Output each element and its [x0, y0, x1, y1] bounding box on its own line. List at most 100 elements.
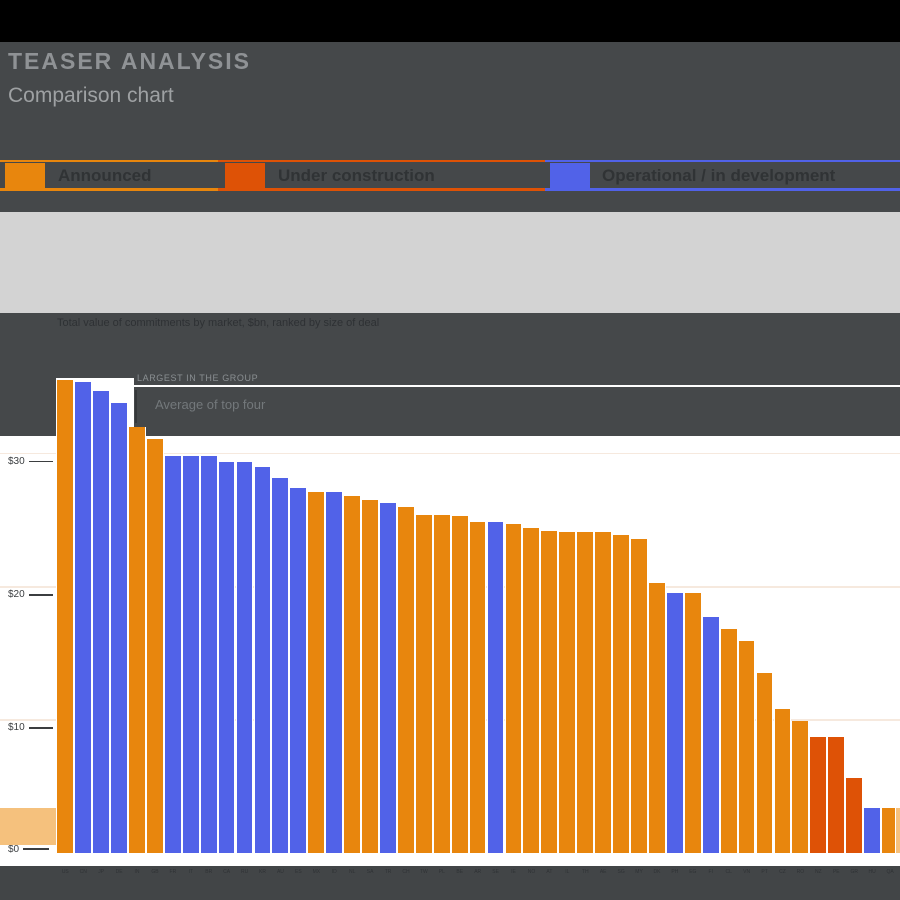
bar[interactable] — [361, 500, 379, 853]
chart-title: Total value of commitments by market, $b… — [57, 317, 380, 329]
bar[interactable] — [895, 807, 900, 853]
bar[interactable] — [217, 461, 236, 853]
bar[interactable] — [594, 532, 612, 853]
bar[interactable] — [809, 737, 828, 853]
x-tick-label: SG — [617, 869, 625, 875]
x-tick-label: JP — [98, 869, 105, 875]
x-tick-label: CZ — [779, 869, 786, 875]
bar[interactable] — [199, 456, 218, 853]
x-tick-label: KR — [259, 869, 266, 875]
bar[interactable] — [845, 778, 864, 853]
x-tick-label: SA — [366, 869, 374, 875]
legend-item-under-construction[interactable]: Under construction — [218, 158, 545, 192]
x-tick-label: IT — [188, 869, 194, 875]
bar[interactable] — [647, 582, 666, 853]
x-tick-label: IE — [511, 869, 516, 875]
x-tick-label: PE — [832, 869, 840, 875]
bar[interactable] — [558, 532, 577, 853]
x-tick-label: IN — [134, 869, 140, 875]
legend-rule — [0, 160, 218, 162]
bar[interactable] — [74, 381, 93, 853]
x-axis-band — [0, 866, 900, 900]
bar[interactable] — [56, 380, 75, 853]
bar[interactable] — [827, 737, 846, 853]
bar[interactable] — [396, 506, 415, 853]
bar[interactable] — [253, 467, 272, 853]
bar[interactable] — [128, 427, 146, 853]
bar[interactable] — [863, 807, 881, 853]
y-tick-label: $0 — [8, 843, 50, 855]
top-black-bar — [0, 0, 900, 42]
legend-item-announced[interactable]: Announced — [0, 158, 218, 192]
legend-swatch-blue — [550, 163, 590, 188]
bar[interactable] — [325, 492, 344, 853]
bar[interactable] — [343, 496, 361, 853]
legend-label: Announced — [58, 166, 152, 185]
x-tick-label: IL — [565, 869, 570, 875]
bar[interactable] — [181, 456, 200, 853]
x-tick-label: MX — [312, 869, 321, 875]
x-tick-label: AR — [474, 869, 482, 875]
bar[interactable] — [630, 538, 648, 853]
bar[interactable] — [235, 461, 254, 853]
bar[interactable] — [719, 629, 738, 853]
bar[interactable] — [576, 532, 595, 853]
bar[interactable] — [110, 403, 128, 853]
legend-rule — [0, 188, 218, 191]
x-tick-label: AT — [546, 869, 553, 875]
bar[interactable] — [486, 521, 505, 853]
bar[interactable] — [163, 456, 182, 853]
legend-label: Operational / in development — [602, 166, 836, 185]
bar[interactable] — [271, 477, 290, 853]
x-tick-label: CH — [402, 869, 410, 875]
x-tick-label: ES — [295, 869, 302, 875]
x-tick-label: DE — [115, 869, 123, 875]
x-tick-label: NZ — [815, 869, 822, 875]
x-tick-label: CL — [725, 869, 732, 875]
bar[interactable] — [432, 514, 451, 853]
bar[interactable] — [612, 534, 630, 853]
legend-rule — [218, 188, 545, 191]
legend-swatch-orange — [5, 163, 45, 188]
x-tick-label: PT — [761, 869, 768, 875]
x-tick-label: BE — [456, 869, 464, 875]
bar[interactable] — [522, 528, 541, 853]
x-tick-label: AE — [599, 869, 607, 875]
bar[interactable] — [683, 593, 702, 853]
y-tick-label: $30 — [8, 456, 53, 468]
x-tick-label: QA — [886, 869, 894, 875]
bar[interactable] — [307, 492, 326, 853]
bar[interactable] — [468, 521, 487, 853]
bar[interactable] — [791, 721, 810, 853]
bar[interactable] — [289, 488, 308, 853]
bar[interactable] — [379, 502, 397, 853]
gridline — [0, 452, 900, 455]
x-tick-label: TW — [420, 869, 428, 875]
x-tick-label: NO — [527, 869, 536, 875]
x-tick-label: PL — [438, 869, 445, 875]
bar[interactable] — [92, 391, 110, 853]
annotation-pointer-line — [135, 390, 137, 423]
bar[interactable] — [773, 709, 792, 853]
placeholder-band — [0, 212, 900, 313]
bar[interactable] — [701, 617, 720, 853]
x-tick-label: FR — [169, 869, 177, 875]
legend-item-operational[interactable]: Operational / in development — [545, 158, 900, 192]
bar[interactable] — [755, 673, 774, 853]
x-tick-label: TR — [384, 869, 392, 875]
annotation-label-large: Average of top four — [155, 397, 266, 412]
bar[interactable] — [504, 524, 523, 853]
bar[interactable] — [450, 516, 469, 853]
x-tick-label: NL — [348, 869, 356, 875]
bar[interactable] — [145, 439, 164, 853]
x-tick-label: DK — [653, 869, 661, 875]
legend-label: Under construction — [278, 166, 435, 185]
bar[interactable] — [665, 593, 684, 853]
bar[interactable] — [414, 514, 433, 853]
x-tick-label: GB — [151, 869, 159, 875]
bar[interactable] — [737, 641, 756, 853]
bar[interactable] — [540, 530, 559, 853]
x-tick-label: MY — [635, 869, 643, 875]
x-tick-label: HU — [868, 869, 876, 875]
x-tick-label: RU — [240, 869, 249, 875]
